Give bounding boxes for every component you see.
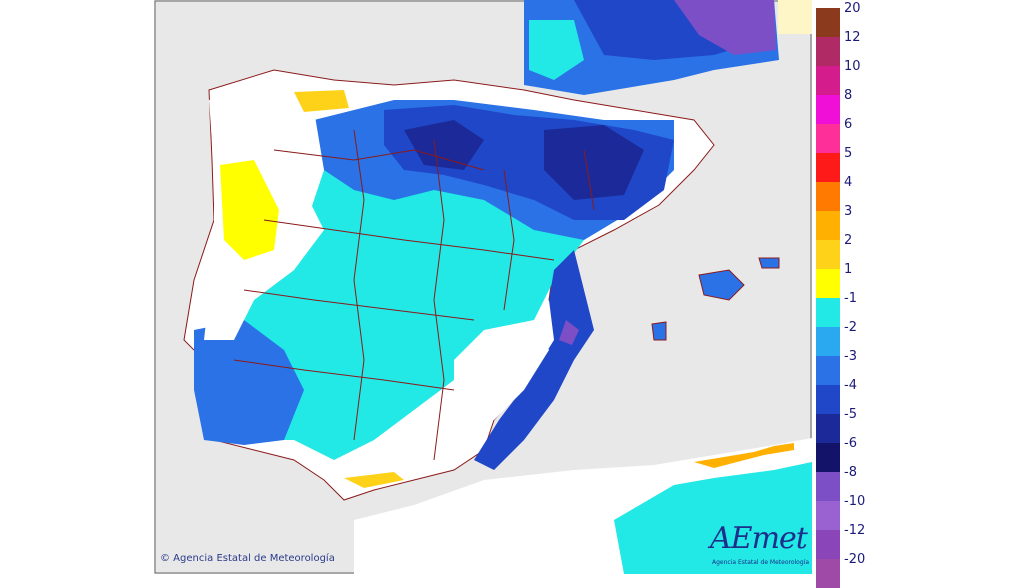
anomaly-minus5 bbox=[404, 120, 484, 170]
legend-label-pos-6: 4 bbox=[844, 175, 853, 190]
legend-swatch-neg-1 bbox=[816, 327, 840, 356]
aemet-logo: AEmet Agencia Estatal de Meteorología bbox=[710, 521, 810, 571]
anomaly-east-coast bbox=[474, 250, 594, 470]
province-borders bbox=[233, 129, 595, 461]
legend-swatch-neg-0 bbox=[816, 298, 840, 327]
legend-label-neg-2: -3 bbox=[844, 349, 857, 364]
anomaly-minus5b bbox=[544, 125, 644, 200]
legend-label-pos-8: 2 bbox=[844, 233, 853, 248]
legend-label-pos-5: 5 bbox=[844, 146, 853, 161]
legend-label-neg-3: -4 bbox=[844, 378, 857, 393]
logo-wordmark: AEmet bbox=[710, 521, 808, 556]
anomaly-yellow-w bbox=[220, 160, 279, 260]
legend-label-pos-2: 10 bbox=[844, 59, 861, 74]
legend-swatch-pos-2 bbox=[816, 66, 840, 95]
legend-swatch-pos-5 bbox=[816, 153, 840, 182]
legend-swatch-neg-3 bbox=[816, 385, 840, 414]
anomaly-west-blue bbox=[194, 320, 304, 445]
legend-label-neg-7: -10 bbox=[844, 494, 866, 509]
legend-label-neg-6: -8 bbox=[844, 465, 857, 480]
legend-label-pos-9: 1 bbox=[844, 262, 853, 277]
legend-swatch-pos-8 bbox=[816, 240, 840, 269]
legend-swatch-neg-6 bbox=[816, 472, 840, 501]
legend-swatch-neg-2 bbox=[816, 356, 840, 385]
legend-swatch-neg-9 bbox=[816, 559, 840, 588]
legend-swatch-pos-9 bbox=[816, 269, 840, 298]
legend-swatch-neg-5 bbox=[816, 443, 840, 472]
legend-label-pos-4: 6 bbox=[844, 117, 853, 132]
ibiza bbox=[651, 321, 667, 341]
legend-label-pos-1: 12 bbox=[844, 30, 861, 45]
legend-label-neg-4: -5 bbox=[844, 407, 857, 422]
anomaly-yellow-south bbox=[344, 472, 404, 488]
legend-label-neg-0: -1 bbox=[844, 291, 857, 306]
legend-swatch-pos-4 bbox=[816, 124, 840, 153]
copyright-notice: © Agencia Estatal de Meteorología bbox=[160, 553, 335, 564]
legend-swatch-pos-1 bbox=[816, 37, 840, 66]
legend-swatch-neg-8 bbox=[816, 530, 840, 559]
legend-swatch-pos-0 bbox=[816, 8, 840, 37]
legend-swatch-pos-7 bbox=[816, 211, 840, 240]
legend-swatch-neg-7 bbox=[816, 501, 840, 530]
legend-label-neg-1: -2 bbox=[844, 320, 857, 335]
legend-swatch-neg-4 bbox=[816, 414, 840, 443]
logo-subtitle: Agencia Estatal de Meteorología bbox=[712, 559, 809, 566]
menorca bbox=[758, 257, 780, 269]
anomaly-east-coast-purple bbox=[559, 320, 579, 345]
legend-label-pos-3: 8 bbox=[844, 88, 853, 103]
map-frame: 20 12 10 8 6 5 4 3 2 1 -1 -2 -3 -4 -5 -6 -8 -10 -12 -20 © A… bbox=[154, 0, 876, 588]
legend-label-neg-5: -6 bbox=[844, 436, 857, 451]
mallorca bbox=[698, 269, 745, 301]
north-africa-cyan bbox=[614, 462, 812, 574]
legend-label-pos-0: 20 bbox=[844, 1, 861, 16]
north-africa-warm-coast bbox=[694, 443, 794, 468]
legend-swatch-pos-3 bbox=[816, 95, 840, 124]
legend-swatch-pos-6 bbox=[816, 182, 840, 211]
legend-label-neg-8: -12 bbox=[844, 523, 866, 538]
legend-label-pos-7: 3 bbox=[844, 204, 853, 219]
anomaly-yellow-nw bbox=[294, 90, 349, 112]
anomaly-map bbox=[154, 0, 812, 574]
france-cyan bbox=[529, 20, 584, 80]
anomaly-se-white bbox=[454, 320, 549, 430]
france-purple bbox=[674, 0, 776, 55]
france-yellow-corner bbox=[778, 0, 812, 34]
color-legend: 20 12 10 8 6 5 4 3 2 1 -1 -2 -3 -4 -5 -6 -8 -10 -12 -20 bbox=[816, 2, 876, 588]
legend-label-neg-9: -20 bbox=[844, 552, 866, 567]
anomaly-minus1 bbox=[204, 130, 584, 460]
